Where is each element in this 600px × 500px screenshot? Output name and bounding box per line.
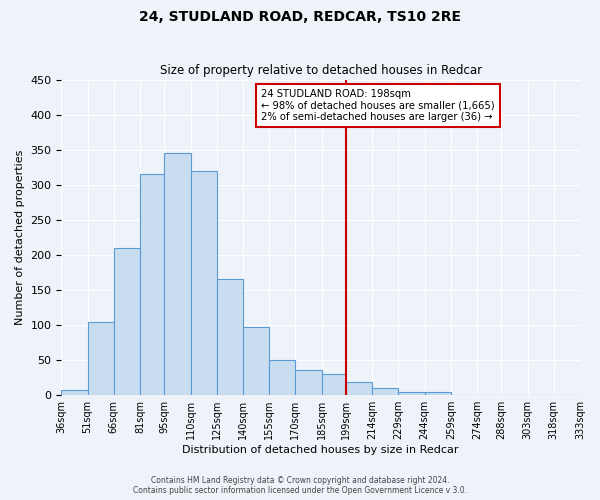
Bar bbox=[164, 153, 191, 395]
Bar bbox=[451, 394, 477, 395]
Title: Size of property relative to detached houses in Redcar: Size of property relative to detached ho… bbox=[160, 64, 482, 77]
Bar bbox=[346, 382, 372, 395]
Bar bbox=[398, 392, 425, 395]
X-axis label: Distribution of detached houses by size in Redcar: Distribution of detached houses by size … bbox=[182, 445, 459, 455]
Bar bbox=[527, 394, 554, 395]
Text: 24, STUDLAND ROAD, REDCAR, TS10 2RE: 24, STUDLAND ROAD, REDCAR, TS10 2RE bbox=[139, 10, 461, 24]
Bar bbox=[217, 280, 243, 395]
Bar bbox=[114, 248, 140, 395]
Bar bbox=[372, 388, 398, 395]
Bar bbox=[269, 360, 295, 395]
Bar bbox=[322, 374, 346, 395]
Bar bbox=[477, 394, 502, 395]
Y-axis label: Number of detached properties: Number of detached properties bbox=[15, 150, 25, 325]
Bar bbox=[502, 394, 527, 395]
Text: 24 STUDLAND ROAD: 198sqm
← 98% of detached houses are smaller (1,665)
2% of semi: 24 STUDLAND ROAD: 198sqm ← 98% of detach… bbox=[261, 89, 494, 122]
Text: Contains HM Land Registry data © Crown copyright and database right 2024.
Contai: Contains HM Land Registry data © Crown c… bbox=[133, 476, 467, 495]
Bar bbox=[295, 370, 322, 395]
Bar bbox=[191, 170, 217, 395]
Bar bbox=[425, 392, 451, 395]
Bar bbox=[61, 390, 88, 395]
Bar bbox=[554, 394, 580, 395]
Bar bbox=[243, 327, 269, 395]
Bar bbox=[140, 174, 164, 395]
Bar bbox=[88, 322, 114, 395]
